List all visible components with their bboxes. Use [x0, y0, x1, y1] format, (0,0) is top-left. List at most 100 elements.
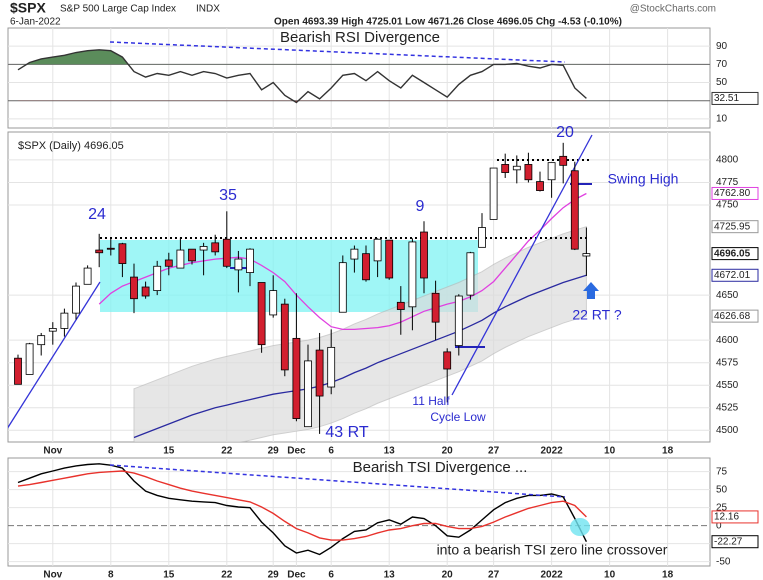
candle-body — [37, 335, 46, 346]
crossover-marker — [570, 518, 590, 536]
annotation: 20 — [556, 124, 574, 141]
candle-body — [373, 238, 382, 262]
y-tick-label: 10 — [716, 114, 728, 125]
candle-body — [106, 247, 115, 250]
candle-body — [176, 249, 185, 269]
x-tick-label: 15 — [163, 570, 175, 580]
level-fill — [18, 49, 587, 65]
trend-line — [451, 134, 593, 396]
candle-body — [222, 238, 231, 267]
candle-body — [396, 301, 405, 310]
x-tick-label: 8 — [108, 570, 114, 580]
value-box — [711, 91, 759, 105]
candle-body — [431, 292, 440, 323]
y-tick-label: 70 — [716, 59, 728, 70]
x-tick-label: 20 — [442, 570, 454, 580]
annotation: Swing High — [608, 171, 679, 187]
value-label: 4672.01 — [714, 270, 751, 281]
y-tick-label: -50 — [716, 556, 731, 567]
x-tick-label: 27 — [488, 446, 500, 457]
x-tick-label: 20 — [442, 446, 454, 457]
x-tick-label: 10 — [604, 570, 616, 580]
y-tick-label: 75 — [716, 466, 728, 477]
annotation: into a bearish TSI zero line crossover — [437, 542, 668, 558]
y-tick-label: 25 — [716, 502, 728, 513]
y-tick-label: 4775 — [716, 177, 739, 188]
index-name: S&P 500 Large Cap Index — [60, 4, 176, 15]
candle-body — [315, 349, 324, 397]
annotation: 35 — [219, 187, 237, 204]
y-tick-label: 4550 — [716, 380, 739, 391]
annotation: 24 — [88, 206, 106, 223]
y-tick-label: 4600 — [716, 335, 739, 346]
panel-title: Bearish RSI Divergence — [280, 29, 440, 46]
annotation: Cycle Low — [430, 410, 486, 424]
panel — [7, 457, 711, 567]
y-tick-label: 4500 — [716, 425, 739, 436]
symbol: $SPX — [10, 0, 46, 16]
value-label: 32.51 — [714, 93, 739, 104]
annotation: 43 RT — [325, 424, 369, 441]
x-tick-label: 13 — [384, 570, 396, 580]
x-tick-label: 10 — [604, 446, 616, 457]
candle-body — [570, 170, 579, 250]
y-tick-label: 4525 — [716, 402, 739, 413]
candle-body — [72, 285, 80, 314]
x-tick-label: 15 — [163, 446, 175, 457]
value-label: -22.27 — [714, 536, 743, 547]
candle-body — [292, 337, 301, 419]
candle-body — [280, 303, 289, 371]
source: @StockCharts.com — [630, 4, 716, 15]
y-tick-label: 50 — [716, 77, 728, 88]
annotation: 9 — [416, 198, 425, 215]
candle-body — [559, 155, 568, 166]
candle-body — [512, 165, 521, 171]
value-label: 4696.05 — [714, 248, 751, 259]
value-label: 4762.80 — [714, 188, 751, 199]
candle-body — [466, 252, 475, 296]
candle-body — [350, 248, 359, 260]
value-label: 12.16 — [714, 512, 739, 523]
candle-body — [547, 162, 556, 181]
candle-body — [199, 246, 208, 251]
x-tick-label: 22 — [221, 570, 233, 580]
candle-body — [536, 181, 544, 191]
value-box — [711, 535, 759, 549]
candle-body — [304, 360, 312, 428]
candle-body — [14, 357, 22, 385]
x-tick-label: 6 — [328, 570, 334, 580]
candle-body — [443, 351, 452, 370]
candle-body — [164, 259, 173, 267]
value-box — [711, 309, 759, 323]
candle-body — [478, 227, 486, 248]
value-label: 4626.68 — [714, 311, 751, 322]
candle-body — [489, 167, 498, 220]
x-tick-label: 29 — [268, 570, 280, 580]
exchange: INDX — [196, 4, 220, 15]
date: 6-Jan-2022 — [10, 17, 61, 28]
candle-body — [141, 286, 150, 297]
trend-line — [8, 281, 101, 429]
x-tick-label: 8 — [108, 446, 114, 457]
x-tick-label: 18 — [662, 446, 674, 457]
candle-body — [25, 343, 34, 375]
candle-body — [234, 258, 243, 271]
y-tick-label: 4650 — [716, 290, 739, 301]
x-tick-label: Dec — [287, 446, 306, 457]
candle-body — [454, 295, 463, 346]
candle-body — [83, 267, 92, 285]
divergence-line — [109, 464, 566, 498]
y-tick-label: 4575 — [716, 357, 739, 368]
annotation: 11 Half — [412, 394, 450, 408]
x-tick-label: 2022 — [540, 446, 563, 457]
value-box — [711, 220, 759, 234]
arrow — [583, 282, 599, 299]
series-line — [17, 470, 587, 541]
value-label: 4725.95 — [714, 221, 751, 232]
annotation: 22 RT ? — [572, 307, 622, 323]
candle-body — [582, 253, 591, 257]
candle-body — [420, 231, 428, 279]
candle-body — [153, 265, 162, 292]
value-box — [711, 510, 759, 524]
